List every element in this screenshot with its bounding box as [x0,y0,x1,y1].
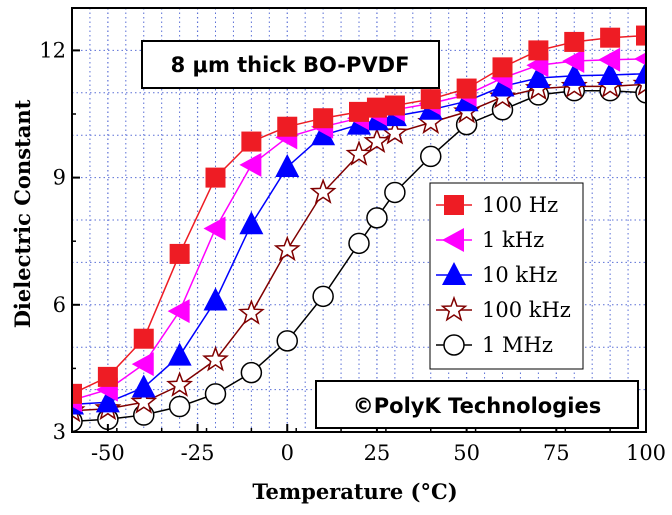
data-point-10-khz [275,154,300,177]
legend-item-100-khz: 100 kHz [436,295,571,322]
data-point-100-hz [456,78,477,99]
data-point-10-khz [95,389,120,413]
data-point-100-hz [636,25,646,46]
x-tick-label: -50 [91,441,125,465]
chart-title: 8 μm thick BO-PVDF [171,53,410,77]
data-point-1-khz [131,352,154,377]
watermark-text: ©PolyK Technologies [353,394,601,418]
series-group [72,25,646,432]
legend-marker [440,295,468,322]
x-axis-title: Temperature (°C) [252,479,457,504]
x-tick-label: 100 [626,441,666,465]
series-1-mhz [72,79,646,432]
data-point-100-khz [237,299,265,325]
data-point-10-khz [490,73,515,97]
watermark-box: ©PolyK Technologies [315,380,639,429]
data-point-100-khz [202,345,229,372]
legend-item-1-mhz: 1 MHz [436,333,553,357]
data-point-1-khz [562,49,585,73]
data-point-100-khz [130,388,158,414]
data-point-1-mhz [240,361,263,384]
data-point-100-khz [345,140,373,166]
data-point-1-mhz [312,285,334,308]
data-point-1-mhz [168,395,191,418]
data-point-10-khz [239,211,264,235]
plot-frame [71,7,647,433]
data-point-10-khz [131,374,156,398]
data-point-1-khz [598,47,621,72]
data-point-100-hz [564,31,585,52]
data-point-10-khz [311,122,336,146]
data-point-1-mhz [384,181,406,204]
data-point-100-hz [313,108,334,129]
x-tick-label: 50 [453,441,480,465]
series-100-hz [72,25,646,404]
data-point-100-hz [349,101,369,122]
data-point-100-hz [133,328,154,349]
y-axis-title: Dielectric Constant [10,99,35,328]
data-point-10-khz [634,60,646,84]
legend-item-1-khz: 1 kHz [436,228,544,252]
data-point-1-khz [167,299,190,324]
data-point-100-khz [309,178,337,204]
data-point-1-mhz [420,145,442,168]
x-tick-label: -25 [181,441,215,465]
data-point-1-mhz [276,330,298,352]
data-point-100-hz [492,57,513,78]
x-tick-label: 0 [281,441,294,465]
data-point-100-hz [384,95,405,116]
y-tick-label: 12 [39,38,66,62]
legend-marker [442,228,464,252]
data-point-100-hz [97,366,118,387]
legend: 100 Hz 1 kHz 10 kHz 100 kHz 1 MHz [429,182,584,370]
legend-label: 100 Hz [482,193,558,217]
data-point-10-khz [562,62,587,86]
data-point-10-khz [167,342,192,366]
legend-label: 10 kHz [482,263,558,287]
data-point-1-mhz [204,383,227,405]
data-point-100-hz [366,97,387,118]
data-point-100-hz [241,131,262,152]
data-point-100-hz [277,116,298,137]
y-tick-label: 9 [53,166,66,190]
data-point-10-khz [598,61,623,85]
legend-item-100-hz: 100 Hz [436,193,558,217]
y-tick-label: 6 [53,293,66,317]
legend-marker [443,334,465,356]
data-point-1-khz [203,216,226,241]
legend-marker [444,195,464,215]
data-point-10-khz [526,64,551,88]
data-point-1-khz [634,52,646,66]
legend-item-10-khz: 10 kHz [436,262,558,287]
data-point-100-hz [72,383,82,404]
legend-label: 1 MHz [482,333,553,357]
data-point-100-hz [528,40,549,61]
data-point-100-hz [169,243,190,264]
legend-label: 1 kHz [482,228,544,252]
data-point-100-hz [205,167,226,188]
data-point-10-khz [203,287,228,311]
data-point-100-hz [420,89,441,110]
data-point-1-mhz [348,232,370,255]
x-tick-label: 75 [543,441,570,465]
data-point-100-khz [166,371,194,397]
chart-title-box: 8 μm thick BO-PVDF [141,40,440,89]
data-point-1-khz [239,152,262,177]
legend-marker [442,262,466,285]
x-tick-label: 25 [364,441,391,465]
data-point-1-mhz [366,207,388,229]
data-point-100-hz [600,27,621,48]
data-point-100-khz [363,127,391,154]
legend-label: 100 kHz [482,298,571,322]
y-tick-label: 3 [53,420,66,444]
data-point-100-khz [273,235,301,262]
series-layer [72,25,646,432]
